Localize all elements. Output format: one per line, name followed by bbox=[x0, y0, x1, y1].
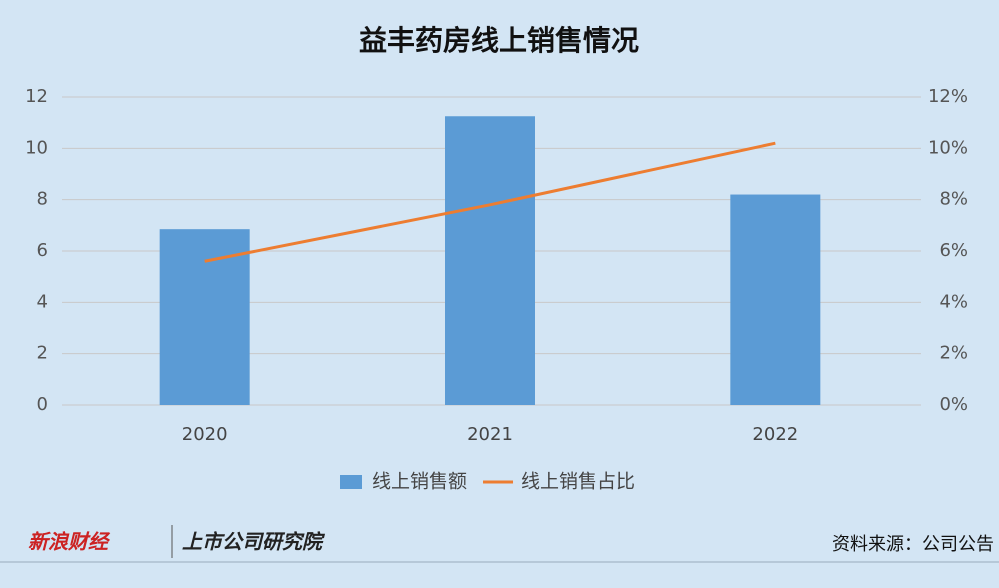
bar bbox=[730, 194, 821, 405]
source-note: 资料来源：公司公告 bbox=[832, 534, 994, 555]
bar bbox=[159, 229, 250, 405]
line bbox=[204, 141, 776, 263]
legend-label: 线上销售占比 bbox=[521, 471, 635, 493]
legend-swatch bbox=[340, 475, 362, 489]
y-tick-label: 2 bbox=[37, 343, 48, 364]
y-tick-label: 6 bbox=[37, 240, 48, 261]
y2-tick-label: 4% bbox=[939, 291, 968, 312]
y-tick-label: 4 bbox=[37, 291, 48, 312]
chart-title: 益丰药房线上销售情况 bbox=[359, 24, 639, 57]
brand-left: 新浪财经 bbox=[28, 530, 111, 554]
y2-tick-label: 10% bbox=[928, 137, 968, 158]
y2-tick-label: 8% bbox=[939, 189, 968, 210]
y2-tick-label: 12% bbox=[928, 86, 968, 107]
y-tick-label: 10 bbox=[25, 137, 48, 158]
x-tick-label: 2021 bbox=[467, 424, 513, 445]
x-tick-label: 2022 bbox=[752, 424, 798, 445]
y-tick-label: 12 bbox=[25, 86, 48, 107]
y-tick-label: 8 bbox=[37, 189, 48, 210]
y2-tick-label: 2% bbox=[939, 343, 968, 364]
y-tick-label: 0 bbox=[37, 394, 48, 415]
x-tick-label: 2020 bbox=[182, 424, 228, 445]
bar bbox=[445, 116, 535, 405]
y2-tick-label: 0% bbox=[939, 394, 968, 415]
y2-tick-label: 6% bbox=[939, 240, 968, 261]
legend-label: 线上销售额 bbox=[372, 471, 467, 493]
brand-right: 上市公司研究院 bbox=[182, 530, 326, 554]
